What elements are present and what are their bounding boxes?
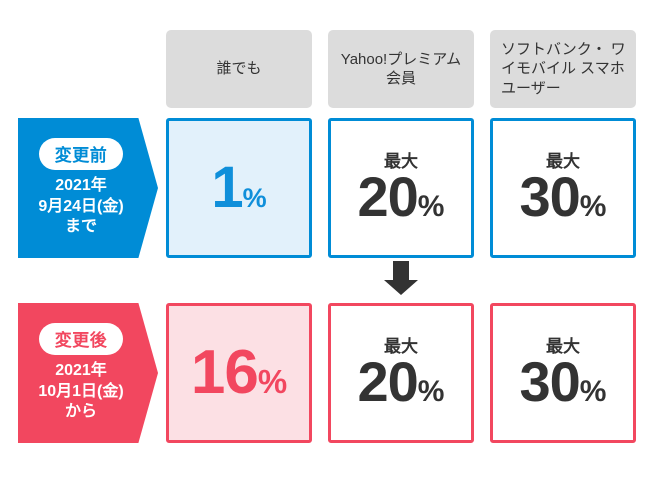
cell-before-anyone-value: 1 % (211, 155, 267, 221)
column-header-softbank-ymobile-label: ソフトバンク・ ワイモバイル スマホユーザー (501, 40, 626, 97)
cell-before-anyone-number: 1 (211, 155, 243, 221)
cell-after-anyone-percent: % (257, 363, 288, 401)
cell-before-softbank-ymobile-number: 30 (519, 165, 581, 229)
column-header-anyone-label: 誰でも (216, 60, 262, 78)
column-header-yahoo-premium-label: Yahoo!プレミアム 会員 (340, 50, 462, 88)
cell-before-softbank-ymobile-caption: 最大 (546, 152, 580, 172)
cell-before-softbank-ymobile-percent: % (579, 190, 607, 224)
cell-before-yahoo-premium-value: 20 % (357, 165, 445, 229)
cell-before-anyone: 1 % (166, 118, 312, 258)
down-arrow-icon (384, 261, 418, 295)
cell-after-anyone: 16 % (166, 303, 312, 443)
column-header-softbank-ymobile: ソフトバンク・ ワイモバイル スマホユーザー (490, 30, 636, 108)
row-date-before: 2021年 9月24日(金) まで (38, 177, 124, 236)
cell-before-yahoo-premium: 最大 20 % (328, 118, 474, 258)
cell-before-anyone-percent: % (242, 183, 267, 214)
cell-before-yahoo-premium-percent: % (417, 190, 445, 224)
cell-after-softbank-ymobile: 最大 30 % (490, 303, 636, 443)
cell-after-softbank-ymobile-percent: % (579, 375, 607, 409)
cell-after-yahoo-premium: 最大 20 % (328, 303, 474, 443)
cell-before-yahoo-premium-caption: 最大 (384, 152, 418, 172)
cell-after-yahoo-premium-number: 20 (357, 350, 419, 414)
column-header-yahoo-premium: Yahoo!プレミアム 会員 (328, 30, 474, 108)
row-banner-before: 変更前 2021年 9月24日(金) まで (18, 118, 158, 258)
cell-after-anyone-number: 16 (190, 338, 259, 408)
column-header-anyone: 誰でも (166, 30, 312, 108)
cell-after-anyone-value: 16 % (190, 338, 288, 408)
cell-after-yahoo-premium-caption: 最大 (384, 337, 418, 357)
cell-before-softbank-ymobile: 最大 30 % (490, 118, 636, 258)
row-date-after: 2021年 10月1日(金) から (38, 362, 124, 421)
cell-after-yahoo-premium-percent: % (417, 375, 445, 409)
cell-before-softbank-ymobile-value: 30 % (519, 165, 607, 229)
row-badge-before: 変更前 (38, 138, 124, 171)
row-banner-after: 変更後 2021年 10月1日(金) から (18, 303, 158, 443)
cell-after-softbank-ymobile-value: 30 % (519, 350, 607, 414)
cell-after-yahoo-premium-value: 20 % (357, 350, 445, 414)
cell-before-yahoo-premium-number: 20 (357, 165, 419, 229)
cell-after-softbank-ymobile-number: 30 (519, 350, 581, 414)
cell-after-softbank-ymobile-caption: 最大 (546, 337, 580, 357)
row-badge-after: 変更後 (38, 323, 124, 356)
